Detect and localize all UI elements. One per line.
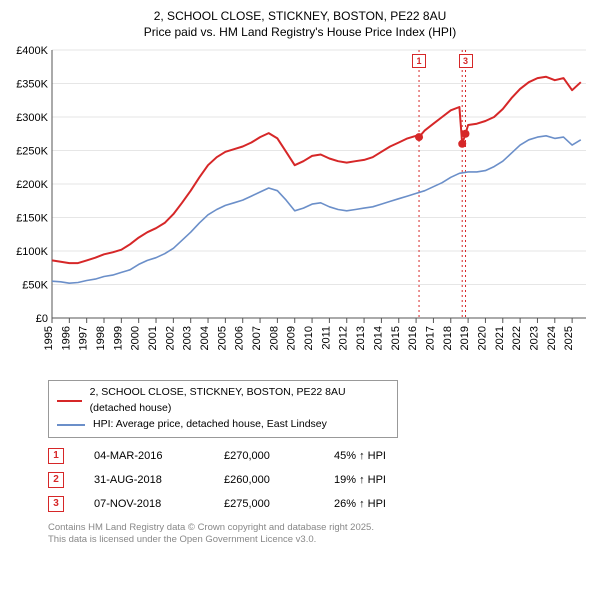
sales-table: 1 04-MAR-2016 £270,000 45% ↑ HPI 2 31-AUG-201… [48, 444, 592, 516]
sale-marker-badge: 1 [412, 54, 426, 68]
legend: 2, SCHOOL CLOSE, STICKNEY, BOSTON, PE22 … [48, 380, 398, 437]
svg-text:£200K: £200K [16, 179, 48, 191]
legend-swatch [57, 424, 85, 426]
sale-marker-badge: 3 [459, 54, 473, 68]
attribution-footnote: Contains HM Land Registry data © Crown c… [48, 522, 592, 547]
svg-text:£250K: £250K [16, 146, 48, 158]
svg-text:2016: 2016 [407, 326, 419, 350]
sale-row: 1 04-MAR-2016 £270,000 45% ↑ HPI [48, 444, 592, 468]
svg-text:£100K: £100K [16, 246, 48, 258]
svg-text:2003: 2003 [182, 326, 194, 350]
title-line-1: 2, SCHOOL CLOSE, STICKNEY, BOSTON, PE22 … [8, 8, 592, 24]
sale-number-badge: 2 [48, 472, 64, 488]
legend-label: HPI: Average price, detached house, East… [93, 417, 327, 433]
svg-text:2018: 2018 [442, 326, 454, 350]
svg-text:2015: 2015 [390, 326, 402, 350]
sale-hpi-delta: 26% ↑ HPI [334, 498, 424, 510]
svg-text:£0: £0 [36, 313, 48, 325]
sale-date: 07-NOV-2018 [94, 498, 194, 510]
svg-text:2020: 2020 [476, 326, 488, 350]
svg-text:2025: 2025 [563, 326, 575, 350]
sale-price: £270,000 [224, 450, 304, 462]
svg-text:2005: 2005 [216, 326, 228, 350]
svg-text:1999: 1999 [112, 326, 124, 350]
svg-text:2024: 2024 [546, 326, 558, 350]
sale-date: 04-MAR-2016 [94, 450, 194, 462]
sale-row: 3 07-NOV-2018 £275,000 26% ↑ HPI [48, 492, 592, 516]
sale-price: £260,000 [224, 474, 304, 486]
svg-text:£50K: £50K [22, 280, 48, 292]
sale-row: 2 31-AUG-2018 £260,000 19% ↑ HPI [48, 468, 592, 492]
svg-text:2014: 2014 [372, 326, 384, 350]
svg-text:2000: 2000 [130, 326, 142, 350]
svg-text:1995: 1995 [43, 326, 55, 350]
svg-text:2022: 2022 [511, 326, 523, 350]
svg-text:2017: 2017 [424, 326, 436, 350]
chart-svg: £0 £50K £100K £150K £200K £250K £300K £350K £400… [8, 44, 592, 374]
svg-text:2007: 2007 [251, 326, 263, 350]
sale-hpi-delta: 45% ↑ HPI [334, 450, 424, 462]
svg-text:£150K: £150K [16, 213, 48, 225]
svg-text:£400K: £400K [16, 45, 48, 57]
title-line-2: Price paid vs. HM Land Registry's House … [8, 24, 592, 40]
chart-title: 2, SCHOOL CLOSE, STICKNEY, BOSTON, PE22 … [8, 8, 592, 40]
svg-text:£300K: £300K [16, 112, 48, 124]
svg-text:2006: 2006 [234, 326, 246, 350]
footnote-line-2: This data is licensed under the Open Gov… [48, 534, 592, 546]
chart-plot-area: £0 £50K £100K £150K £200K £250K £300K £350K £400… [8, 44, 592, 374]
sale-number-badge: 3 [48, 496, 64, 512]
svg-text:2011: 2011 [320, 326, 332, 350]
svg-text:1997: 1997 [78, 326, 90, 350]
footnote-line-1: Contains HM Land Registry data © Crown c… [48, 522, 592, 534]
svg-text:2019: 2019 [459, 326, 471, 350]
legend-swatch [57, 400, 82, 402]
svg-text:2023: 2023 [528, 326, 540, 350]
svg-text:2013: 2013 [355, 326, 367, 350]
svg-text:1998: 1998 [95, 326, 107, 350]
svg-text:£350K: £350K [16, 79, 48, 91]
svg-text:2010: 2010 [303, 326, 315, 350]
sale-number-badge: 1 [48, 448, 64, 464]
chart-container: 2, SCHOOL CLOSE, STICKNEY, BOSTON, PE22 … [8, 8, 592, 546]
svg-text:2009: 2009 [286, 326, 298, 350]
sale-date: 31-AUG-2018 [94, 474, 194, 486]
legend-label: 2, SCHOOL CLOSE, STICKNEY, BOSTON, PE22 … [90, 385, 389, 417]
svg-text:2004: 2004 [199, 326, 211, 350]
svg-text:1996: 1996 [60, 326, 72, 350]
svg-text:2002: 2002 [164, 326, 176, 350]
svg-text:2021: 2021 [494, 326, 506, 350]
sale-price: £275,000 [224, 498, 304, 510]
legend-row: HPI: Average price, detached house, East… [57, 417, 389, 433]
svg-text:2008: 2008 [268, 326, 280, 350]
svg-text:2012: 2012 [338, 326, 350, 350]
sale-hpi-delta: 19% ↑ HPI [334, 474, 424, 486]
legend-row: 2, SCHOOL CLOSE, STICKNEY, BOSTON, PE22 … [57, 385, 389, 417]
svg-text:2001: 2001 [147, 326, 159, 350]
